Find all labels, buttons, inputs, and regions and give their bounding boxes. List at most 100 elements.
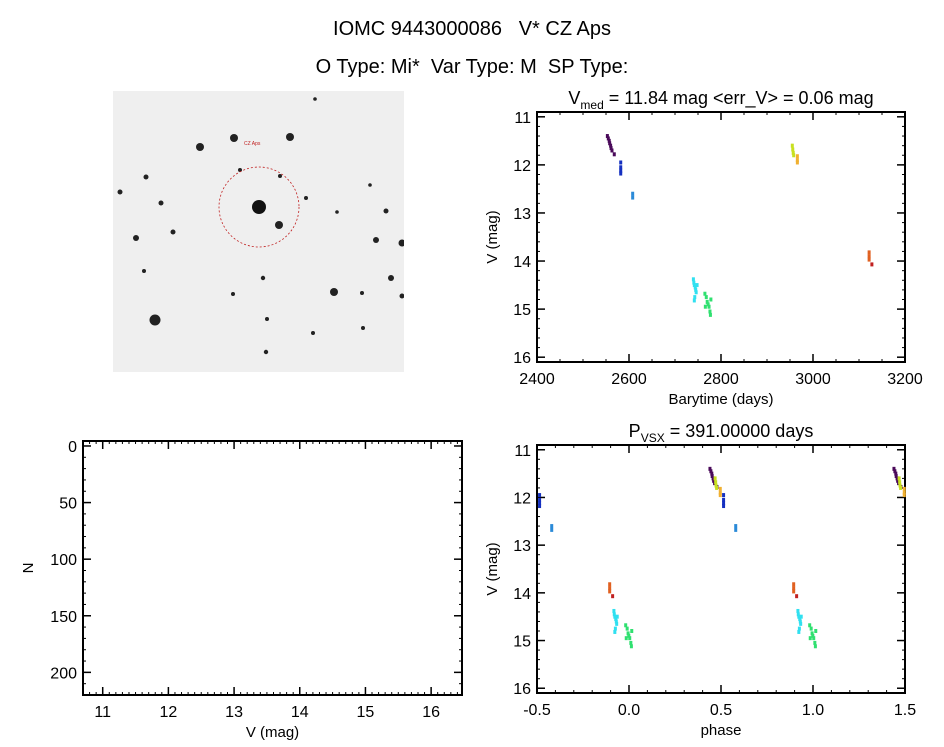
phased-data-point xyxy=(712,478,716,483)
y-tick-label: 16 xyxy=(513,681,531,698)
data-point xyxy=(791,147,795,152)
data-point xyxy=(870,262,874,267)
data-point xyxy=(692,280,696,285)
x-tick-label: 0.0 xyxy=(618,702,640,719)
data-point xyxy=(708,309,712,314)
phased-data-point xyxy=(797,614,801,619)
phased-data-point xyxy=(614,619,618,624)
x-tick-label: 2600 xyxy=(611,371,647,388)
x-tick-label: 1.5 xyxy=(894,702,916,719)
y-axis-label: V (mag) xyxy=(484,210,501,263)
phased-data-point xyxy=(902,493,906,498)
x-tick-label: 2400 xyxy=(519,371,555,388)
phased-data-point xyxy=(714,480,718,485)
data-point xyxy=(704,295,708,300)
phased-data-point xyxy=(538,497,542,502)
plot-frame xyxy=(82,440,463,696)
phased-data-point xyxy=(615,614,619,619)
data-point xyxy=(605,134,609,139)
phased-data-point xyxy=(624,623,628,628)
data-point xyxy=(609,143,613,148)
data-point xyxy=(867,254,871,259)
phased-data-point xyxy=(538,504,542,509)
x-tick-label: 13 xyxy=(225,704,243,721)
target-label: CZ Aps xyxy=(244,141,261,147)
data-point xyxy=(703,304,707,309)
phased-data-point xyxy=(894,471,898,476)
y-tick-label: 11 xyxy=(514,110,531,127)
phased-data-point xyxy=(808,636,812,641)
data-point xyxy=(792,153,796,158)
data-point xyxy=(705,299,709,304)
phased-data-point xyxy=(538,501,542,506)
x-axis-label: Barytime (days) xyxy=(668,391,773,408)
title-main: V xyxy=(568,88,580,108)
data-point xyxy=(631,195,635,200)
phased-data-point xyxy=(796,608,800,613)
phased-data-point xyxy=(718,486,722,491)
star-field xyxy=(117,97,404,355)
phased-data-point xyxy=(714,483,718,488)
title-rest: = 11.84 mag <err_V> = 0.06 mag xyxy=(604,88,874,109)
y-tick-label: 14 xyxy=(513,254,531,271)
title-rest: = 391.00000 days xyxy=(665,421,814,441)
phased-data-point xyxy=(898,483,902,488)
phased-data-point xyxy=(902,486,906,491)
phased-data-point xyxy=(798,619,802,624)
type-info: O Type: Mi* Var Type: M SP Type: xyxy=(315,56,629,78)
x-tick-label: 1.0 xyxy=(802,702,824,719)
phased-data-point xyxy=(792,582,796,587)
phased-data-point xyxy=(713,476,717,481)
phased-data-point xyxy=(896,478,900,483)
data-point xyxy=(694,290,698,295)
data-point xyxy=(619,168,623,173)
phased-data-point xyxy=(722,493,726,498)
data-point xyxy=(694,287,698,292)
data-point xyxy=(631,191,635,196)
phased-data-point xyxy=(710,474,714,478)
phased-data-point xyxy=(710,471,714,476)
phased-data-point xyxy=(798,617,802,622)
phased-data-point xyxy=(799,614,803,619)
title-subscript: med xyxy=(580,98,603,112)
data-point xyxy=(706,302,710,307)
phased-data-point xyxy=(613,614,617,619)
phased-data-point xyxy=(615,621,619,626)
phased-data-point xyxy=(611,594,615,599)
phased-data-point xyxy=(627,633,631,638)
plot-frame xyxy=(536,111,906,363)
phased-data-point xyxy=(612,608,616,613)
data-point xyxy=(693,295,697,300)
phased-data-point xyxy=(708,466,712,471)
phased-data-point xyxy=(796,612,800,617)
data-point xyxy=(708,312,712,317)
phased-data-point xyxy=(734,524,738,529)
lightcurve-plot: 2400 2600 2800 3000 3200 11 12 13 14 15 16 Barytime… xyxy=(484,88,923,408)
title-main: P xyxy=(629,421,641,441)
phased-data-point xyxy=(792,589,796,594)
phased-data-point xyxy=(722,501,726,506)
data-point xyxy=(606,136,610,141)
y-tick-label: 11 xyxy=(514,443,531,460)
x-tick-label: 3200 xyxy=(887,371,923,388)
x-tick-label: 11 xyxy=(94,704,111,721)
phased-data-point xyxy=(892,466,896,471)
x-tick-label: 0.5 xyxy=(710,702,732,719)
x-tick-label: 3000 xyxy=(795,371,831,388)
data-point xyxy=(607,138,611,143)
data-point xyxy=(707,304,711,309)
phased-data-point xyxy=(812,636,816,641)
phased-data-point xyxy=(797,629,801,634)
phased-data-point xyxy=(897,476,901,481)
phased-data-point xyxy=(811,633,815,638)
data-point xyxy=(619,171,623,176)
phased-data-point xyxy=(893,469,897,474)
phased-data-point xyxy=(538,493,542,498)
data-point xyxy=(693,285,697,290)
phased-data-point xyxy=(613,626,617,631)
x-tick-label: 14 xyxy=(291,704,309,721)
phased-data-point xyxy=(795,594,799,599)
y-axis-label: V (mag) xyxy=(484,542,501,595)
y-tick-label: 13 xyxy=(513,206,531,223)
